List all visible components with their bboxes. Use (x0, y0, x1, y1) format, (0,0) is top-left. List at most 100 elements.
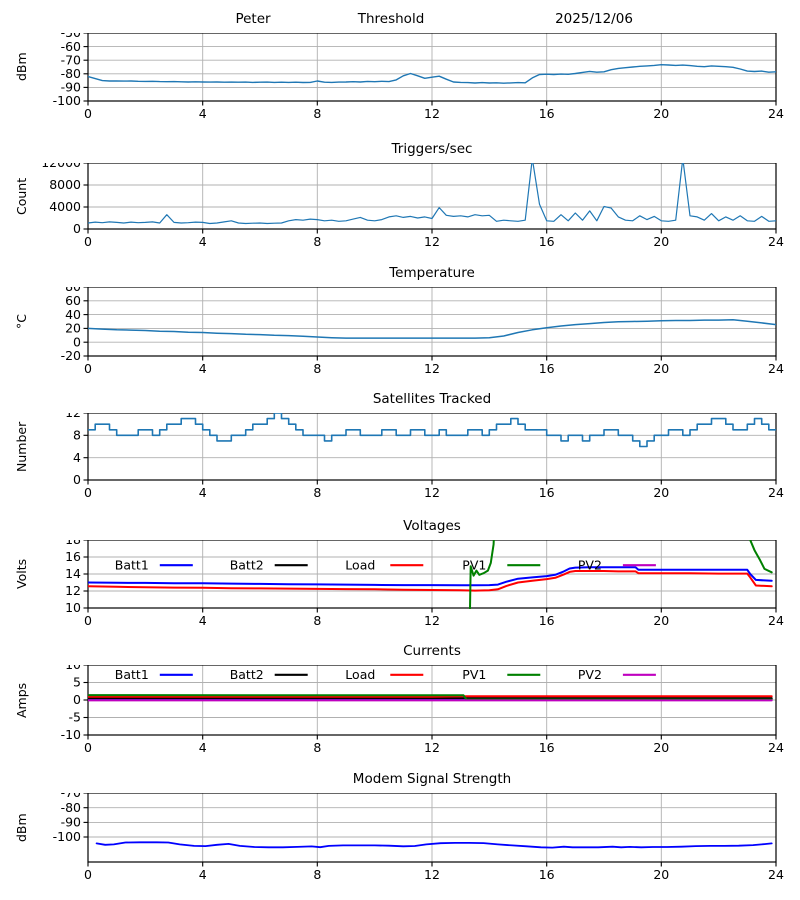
svg-text:20: 20 (653, 106, 669, 121)
svg-text:20: 20 (65, 321, 81, 336)
svg-text:20: 20 (653, 234, 669, 249)
svg-text:8: 8 (313, 867, 321, 882)
dbm-panel: Peter Threshold 2025/12/06 dBm 0 4 8 12 16 20… (0, 7, 800, 121)
svg-text:20: 20 (653, 361, 669, 376)
svg-text:16: 16 (539, 361, 555, 376)
svg-text:20: 20 (653, 740, 669, 755)
svg-text:4: 4 (199, 485, 207, 500)
svg-text:14: 14 (65, 566, 81, 581)
svg-text:0: 0 (73, 334, 81, 349)
svg-text:4: 4 (199, 361, 207, 376)
svg-text:-70: -70 (61, 793, 81, 800)
title-threshold: Threshold (357, 11, 425, 27)
svg-text:5: 5 (73, 675, 81, 690)
temperature-title: Temperature (389, 265, 475, 281)
svg-text:0: 0 (84, 740, 92, 755)
svg-text:20: 20 (653, 485, 669, 500)
svg-text:-90: -90 (61, 815, 81, 830)
svg-text:12: 12 (424, 106, 440, 121)
svg-text:18: 18 (65, 540, 81, 547)
svg-text:10: 10 (65, 665, 81, 672)
satellites-plot: 0 4 8 12 16 20 24 0 4 8 12 (65, 413, 784, 500)
svg-text:16: 16 (539, 106, 555, 121)
svg-text:0: 0 (84, 867, 92, 882)
svg-text:12: 12 (424, 485, 440, 500)
svg-text:4: 4 (199, 234, 207, 249)
svg-text:0: 0 (73, 472, 81, 487)
svg-text:-80: -80 (61, 66, 81, 81)
svg-text:-80: -80 (61, 800, 81, 815)
satellites-title: Satellites Tracked (372, 391, 492, 407)
svg-text:-20: -20 (61, 348, 81, 363)
svg-text:Batt1: Batt1 (115, 557, 149, 572)
svg-text:0: 0 (84, 485, 92, 500)
modem-signal-panel: Modem Signal Strength dBm 0 4 8 12 16 20 24 -10… (0, 767, 800, 882)
svg-text:60: 60 (65, 293, 81, 308)
svg-text:12: 12 (65, 413, 81, 420)
svg-text:PV2: PV2 (578, 557, 602, 572)
svg-text:16: 16 (539, 613, 555, 628)
svg-text:-70: -70 (61, 52, 81, 67)
svg-text:-5: -5 (69, 710, 81, 725)
svg-text:16: 16 (539, 485, 555, 500)
svg-text:24: 24 (768, 613, 784, 628)
svg-text:8: 8 (313, 361, 321, 376)
svg-text:4: 4 (199, 106, 207, 121)
modem-signal-title: Modem Signal Strength (352, 771, 512, 787)
svg-text:24: 24 (768, 485, 784, 500)
svg-text:12: 12 (424, 234, 440, 249)
voltages-title: Voltages (403, 518, 461, 534)
triggers-panel: Triggers/sec Count 048121620240400080001… (0, 137, 800, 249)
svg-text:-100: -100 (53, 829, 81, 844)
svg-text:Batt2: Batt2 (230, 557, 264, 572)
svg-text:20: 20 (653, 867, 669, 882)
svg-text:0: 0 (84, 613, 92, 628)
svg-text:8: 8 (313, 106, 321, 121)
svg-text:0: 0 (84, 106, 92, 121)
svg-text:4: 4 (199, 740, 207, 755)
svg-text:Batt2: Batt2 (230, 667, 264, 682)
svg-text:12000: 12000 (41, 163, 81, 170)
svg-text:PV2: PV2 (578, 667, 602, 682)
svg-text:Load: Load (345, 557, 375, 572)
satellites-panel: Satellites Tracked Number 0 4 8 12 16 20 24 0 4 8… (0, 387, 800, 500)
svg-text:4: 4 (73, 450, 81, 465)
svg-text:PV1: PV1 (462, 557, 486, 572)
title-date: 2025/12/06 (555, 11, 633, 27)
title-station: Peter (235, 11, 271, 27)
svg-text:16: 16 (539, 867, 555, 882)
svg-text:-100: -100 (53, 93, 81, 108)
svg-text:12: 12 (65, 583, 81, 598)
svg-text:0: 0 (73, 692, 81, 707)
svg-text:8: 8 (313, 234, 321, 249)
svg-text:80: 80 (65, 287, 81, 294)
currents-title: Currents (403, 643, 461, 659)
svg-text:10: 10 (65, 600, 81, 615)
svg-text:0: 0 (84, 234, 92, 249)
modem-signal-plot: 0 4 8 12 16 20 24 -100-90-80-70 (53, 793, 784, 882)
svg-text:20: 20 (653, 613, 669, 628)
svg-text:4: 4 (199, 867, 207, 882)
svg-text:12: 12 (424, 867, 440, 882)
svg-text:-50: -50 (61, 33, 81, 40)
svg-text:8: 8 (313, 740, 321, 755)
svg-text:24: 24 (768, 234, 784, 249)
svg-text:12: 12 (424, 361, 440, 376)
svg-text:8: 8 (313, 613, 321, 628)
svg-text:8000: 8000 (49, 177, 81, 192)
currents-panel: Currents Amps 04812162024-10-50510Batt1B… (0, 639, 800, 755)
dbm-plot: 0 4 8 12 16 20 24 -100-90-80-70-60-50 (53, 33, 784, 121)
svg-text:PV1: PV1 (462, 667, 486, 682)
svg-text:4000: 4000 (49, 199, 81, 214)
svg-text:-90: -90 (61, 80, 81, 95)
svg-text:0: 0 (84, 361, 92, 376)
svg-text:8: 8 (313, 485, 321, 500)
svg-text:Batt1: Batt1 (115, 667, 149, 682)
svg-text:8: 8 (73, 428, 81, 443)
svg-text:12: 12 (424, 613, 440, 628)
svg-text:16: 16 (539, 740, 555, 755)
